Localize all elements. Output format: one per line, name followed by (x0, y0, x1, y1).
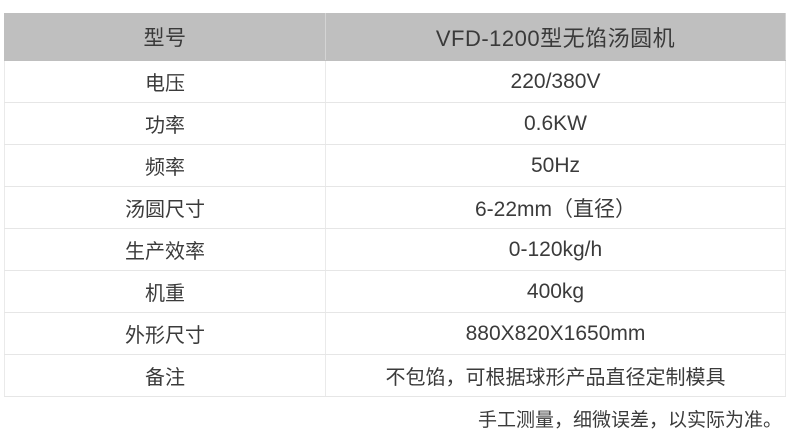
specification-table: 型号 VFD-1200型无馅汤圆机 电压 220/380V 功率 0.6KW 频率 50H… (4, 13, 786, 397)
row-value: 0-120kg/h (325, 228, 786, 271)
table-row: 外形尺寸 880X820X1650mm (4, 312, 786, 355)
table-row: 机重 400kg (4, 270, 786, 313)
row-label: 汤圆尺寸 (4, 186, 326, 229)
row-label: 电压 (4, 60, 326, 103)
table-row: 频率 50Hz (4, 144, 786, 187)
footnote-text: 手工测量，细微误差，以实际为准。 (477, 410, 782, 431)
row-value: 6-22mm（直径） (325, 186, 786, 229)
row-label: 功率 (4, 102, 326, 145)
row-value: 220/380V (325, 60, 786, 103)
header-label-model: 型号 (4, 13, 326, 61)
table-row: 功率 0.6KW (4, 102, 786, 145)
row-label: 生产效率 (4, 228, 326, 271)
row-value: 不包馅，可根据球形产品直径定制模具 (325, 354, 786, 397)
row-value: 880X820X1650mm (325, 312, 786, 355)
row-label: 外形尺寸 (4, 312, 326, 355)
row-label: 备注 (4, 354, 326, 397)
row-value: 50Hz (325, 144, 786, 187)
header-value-model: VFD-1200型无馅汤圆机 (325, 13, 786, 61)
table-row: 生产效率 0-120kg/h (4, 228, 786, 271)
row-value: 0.6KW (325, 102, 786, 145)
row-label: 频率 (4, 144, 326, 187)
table-header-row: 型号 VFD-1200型无馅汤圆机 (4, 13, 786, 61)
table-row: 汤圆尺寸 6-22mm（直径） (4, 186, 786, 229)
table-row: 电压 220/380V (4, 60, 786, 103)
table-row: 备注 不包馅，可根据球形产品直径定制模具 (4, 354, 786, 397)
row-value: 400kg (325, 270, 786, 313)
table-header: 型号 VFD-1200型无馅汤圆机 (4, 13, 786, 61)
row-label: 机重 (4, 270, 326, 313)
table-body: 电压 220/380V 功率 0.6KW 频率 50Hz 汤圆尺寸 6-22mm（直径） 生产效… (4, 60, 786, 397)
